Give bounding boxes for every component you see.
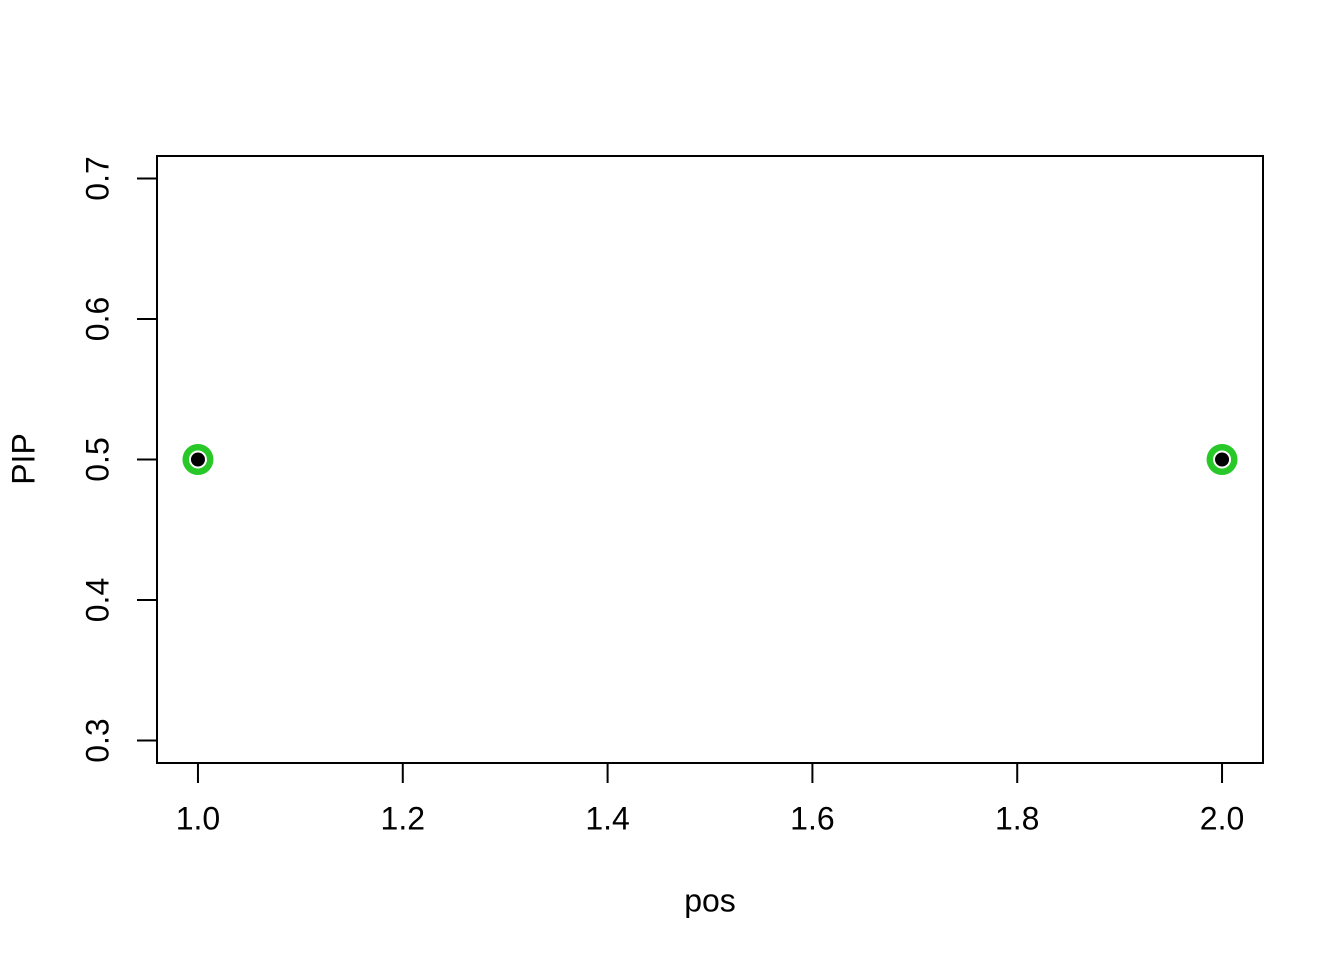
data-point xyxy=(1206,444,1238,475)
y-tick-label: 0.5 xyxy=(79,437,115,481)
x-tick-label: 1.8 xyxy=(995,800,1039,836)
x-axis-title: pos xyxy=(684,882,736,918)
plot-area-frame xyxy=(156,155,1264,764)
y-axis-title: PIP xyxy=(5,433,41,485)
y-axis-ticks: 0.3 0.4 0.5 0.6 0.7 xyxy=(79,156,157,763)
data-point xyxy=(182,444,214,475)
x-tick-label: 1.4 xyxy=(585,800,629,836)
y-tick-label: 0.6 xyxy=(79,297,115,341)
x-tick-label: 1.0 xyxy=(176,800,220,836)
y-tick-label: 0.3 xyxy=(79,718,115,762)
x-tick-label: 2.0 xyxy=(1200,800,1244,836)
data-points xyxy=(182,444,1238,475)
x-tick-label: 1.6 xyxy=(790,800,834,836)
x-axis-ticks: 1.0 1.2 1.4 1.6 1.8 2.0 xyxy=(176,763,1244,836)
point-core xyxy=(190,452,205,467)
x-tick-label: 1.2 xyxy=(381,800,425,836)
y-tick-label: 0.7 xyxy=(79,156,115,200)
point-core xyxy=(1215,452,1230,467)
y-tick-label: 0.4 xyxy=(79,578,115,622)
